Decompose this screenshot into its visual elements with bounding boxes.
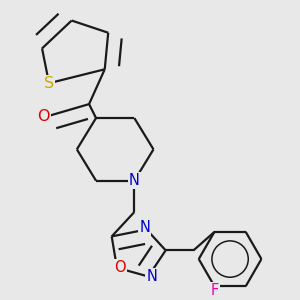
Text: N: N (139, 220, 150, 235)
Text: O: O (115, 260, 126, 275)
Text: S: S (44, 76, 54, 91)
Text: N: N (129, 173, 140, 188)
Text: F: F (210, 283, 218, 298)
Text: N: N (146, 269, 157, 284)
Text: O: O (38, 109, 50, 124)
